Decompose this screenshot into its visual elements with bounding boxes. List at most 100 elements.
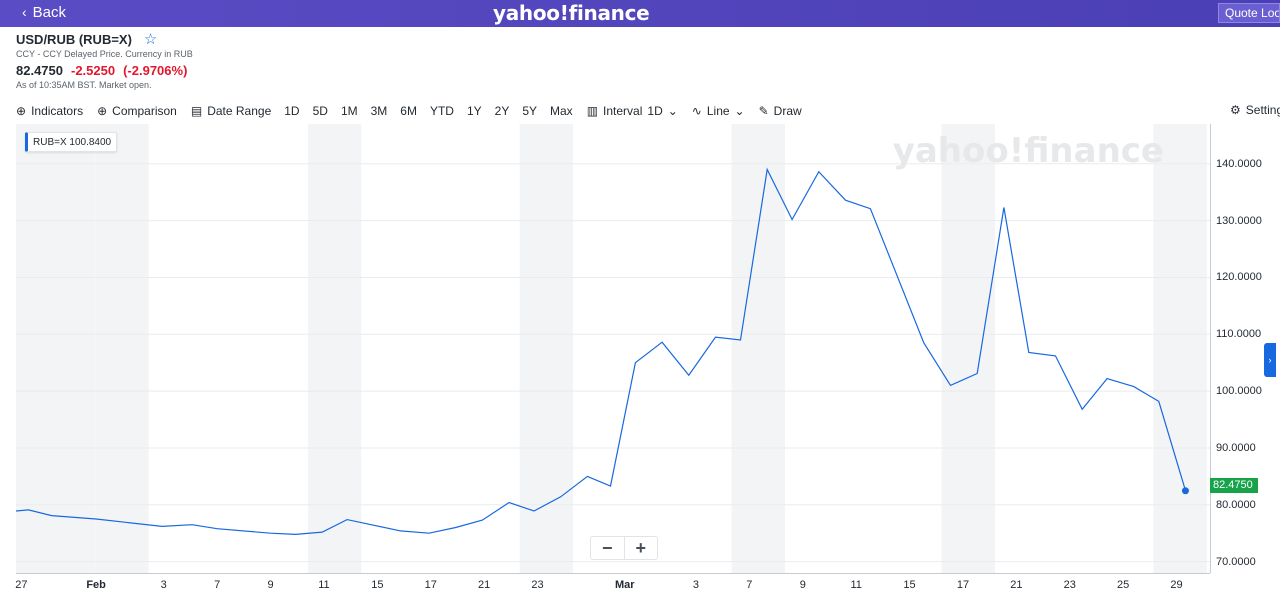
x-tick-label: 7 <box>746 579 753 591</box>
price-series-line <box>16 167 1187 536</box>
plus-circle-icon: ⊕ <box>97 104 108 118</box>
interval-button[interactable]: ▥ Interval 1D ⌄ <box>587 104 678 118</box>
watermark-logo: yahoo!finance <box>893 131 1164 171</box>
y-axis: 140.0000 130.0000 120.0000 110.0000 100.0000… <box>1210 124 1280 573</box>
legend-value: 100.8400 <box>69 137 112 148</box>
chevron-down-icon: ⌄ <box>734 104 745 118</box>
panel-toggle-button[interactable]: › <box>1264 343 1276 377</box>
zoom-out-button[interactable]: − <box>601 538 613 558</box>
calendar-icon: ▤ <box>190 104 203 118</box>
gear-icon: ⚙ <box>1230 103 1241 117</box>
draw-label: Draw <box>773 104 802 118</box>
x-tick-label: 15 <box>371 579 384 591</box>
star-icon[interactable]: ☆ <box>143 31 158 48</box>
x-tick-label: 17 <box>424 579 437 591</box>
interval-label: Interval <box>603 104 643 118</box>
x-tick-label: Mar <box>614 579 635 591</box>
symbol-title: USD/RUB (RUB=X) <box>16 32 132 47</box>
x-tick-label: 27 <box>15 579 28 591</box>
yahoo-finance-logo[interactable]: yahoo!finance <box>493 1 650 25</box>
week-band <box>941 124 995 573</box>
week-band <box>307 124 362 573</box>
price-chart[interactable]: yahoo!finance <box>16 124 1210 573</box>
interval-value: 1D <box>647 104 663 118</box>
back-label: Back <box>32 4 67 21</box>
back-button[interactable]: ‹ Back <box>22 4 66 21</box>
x-tick-label: 17 <box>956 579 970 591</box>
line-chart-icon: ∿ <box>691 104 702 118</box>
x-tick-label: 21 <box>1010 579 1023 591</box>
week-band <box>16 124 95 573</box>
week-band <box>95 124 149 573</box>
y-tick-label: 100.0000 <box>1216 385 1262 398</box>
chart-background-bands <box>16 124 1207 573</box>
settings-button[interactable]: ⚙ Settings <box>1230 103 1280 117</box>
y-tick-label: 110.0000 <box>1216 328 1262 341</box>
chart-toolbar: ⊕ Indicators ⊕ Comparison ▤ Date Range 1… <box>16 101 816 121</box>
range-1y[interactable]: 1Y <box>466 104 482 118</box>
y-tick-label: 120.0000 <box>1216 271 1262 284</box>
price-change: -2.5250 <box>71 63 116 78</box>
quote-lookup-button[interactable]: Quote Lookup <box>1218 3 1280 23</box>
week-band <box>731 124 785 573</box>
x-tick-label: 23 <box>531 579 544 591</box>
x-tick-label: 15 <box>903 579 916 591</box>
chart-type-label: Line <box>706 104 730 118</box>
x-tick-label: 21 <box>478 579 491 591</box>
x-tick-label: 9 <box>267 579 274 591</box>
quote-header: USD/RUB (RUB=X) ☆ CCY - CCY Delayed Pric… <box>16 32 193 90</box>
chevron-left-icon: ‹ <box>22 3 27 20</box>
comparison-button[interactable]: ⊕ Comparison <box>97 104 177 118</box>
as-of-timestamp: As of 10:35AM BST. Market open. <box>16 80 152 90</box>
range-5y[interactable]: 5Y <box>522 104 538 118</box>
x-axis: 27 Feb 3 7 9 11 15 17 21 23 Mar 3 7 9 11 15 17 21 23 25 29 <box>15 573 1210 599</box>
x-tick-label: Feb <box>86 579 106 591</box>
last-price-label: 82.4750 <box>1210 478 1258 493</box>
chevron-down-icon: ⌄ <box>667 104 678 118</box>
range-6m[interactable]: 6M <box>400 104 417 118</box>
y-tick-label: 140.0000 <box>1216 157 1262 170</box>
y-tick-label: 90.0000 <box>1216 441 1256 454</box>
y-tick-label: 130.0000 <box>1216 214 1262 227</box>
chart-type-button[interactable]: ∿ Line ⌄ <box>692 104 745 118</box>
range-1m[interactable]: 1M <box>340 104 358 118</box>
draw-button[interactable]: ✎ Draw <box>759 104 802 118</box>
series-legend[interactable]: RUB=X 100.8400 <box>25 132 118 152</box>
interval-icon: ▥ <box>586 104 599 118</box>
x-tick-label: 3 <box>160 579 167 591</box>
top-bar: ‹ Back yahoo!finance Quote Lookup <box>0 0 1280 27</box>
zoom-in-button[interactable]: + <box>623 537 658 559</box>
current-price: 82.4750 <box>16 63 63 78</box>
x-tick-label: 11 <box>318 579 330 591</box>
x-tick-label: 3 <box>692 579 700 591</box>
date-range-button[interactable]: ▤ Date Range <box>191 104 271 118</box>
range-2y[interactable]: 2Y <box>494 104 510 118</box>
legend-symbol: RUB=X <box>33 137 67 148</box>
comparison-label: Comparison <box>112 104 177 118</box>
chart-gridlines <box>16 163 1210 563</box>
indicators-label: Indicators <box>31 104 84 118</box>
y-tick-label: 80.0000 <box>1216 498 1256 511</box>
quote-subtitle: CCY - CCY Delayed Price. Currency in RUB <box>16 49 193 59</box>
last-price-dot <box>1181 487 1189 495</box>
x-tick-label: 29 <box>1170 579 1183 591</box>
x-tick-label: 7 <box>214 579 221 591</box>
week-band <box>1153 124 1207 573</box>
range-1d[interactable]: 1D <box>284 104 300 118</box>
pencil-icon: ✎ <box>758 104 769 118</box>
x-tick-label: 23 <box>1063 579 1076 591</box>
plus-circle-icon: ⊕ <box>16 104 27 118</box>
zoom-controls: − + <box>590 536 658 560</box>
price-change-percent: (-2.9706%) <box>123 63 188 78</box>
week-band <box>519 124 574 573</box>
y-tick-label: 70.0000 <box>1216 555 1256 568</box>
range-max[interactable]: Max <box>550 104 573 118</box>
range-ytd[interactable]: YTD <box>429 104 454 118</box>
range-3m[interactable]: 3M <box>370 104 388 118</box>
x-tick-label: 9 <box>799 579 806 591</box>
range-5d[interactable]: 5D <box>312 104 328 118</box>
x-tick-label: 25 <box>1117 579 1130 591</box>
indicators-button[interactable]: ⊕ Indicators <box>16 104 83 118</box>
date-range-label: Date Range <box>207 104 272 118</box>
x-tick-label: 11 <box>850 579 862 591</box>
